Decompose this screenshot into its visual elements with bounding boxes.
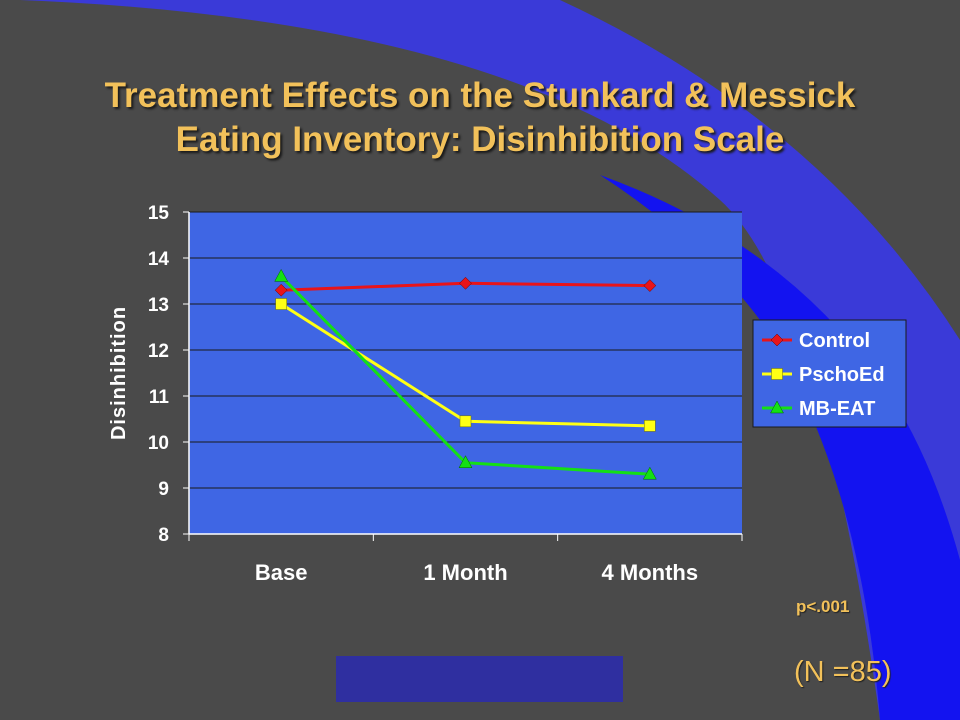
data-point	[458, 455, 473, 468]
series-layer	[274, 268, 657, 480]
data-point	[274, 283, 288, 297]
legend-swatch-marker	[770, 400, 784, 414]
legend-swatch-marker	[771, 368, 783, 380]
sample-size-note: (N =85)	[794, 656, 892, 688]
y-tick-label: 14	[148, 249, 170, 270]
y-tick-label: 13	[148, 295, 169, 316]
y-tick-label: 15	[148, 203, 170, 224]
y-tick-label: 9	[158, 479, 169, 500]
data-point	[275, 298, 287, 310]
legend-label: PschoEd	[799, 364, 885, 386]
data-point	[643, 279, 657, 292]
legend-swatch-marker	[770, 333, 784, 347]
y-tick-label: 11	[149, 387, 170, 408]
slide-title: Treatment Effects on the Stunkard & Mess…	[40, 74, 920, 162]
data-point	[642, 466, 657, 480]
background-swoosh-inner	[600, 175, 960, 720]
series-mb-eat	[274, 268, 657, 480]
x-tick-label: 4 Months	[602, 560, 699, 585]
y-tick-labels: 8 9 10 11 12 13 14 15	[148, 203, 189, 546]
series-pschoed	[275, 298, 656, 432]
y-tick-label: 12	[148, 341, 169, 362]
plot-area	[189, 212, 742, 534]
footer-box	[336, 656, 623, 702]
y-tick-label: 10	[148, 433, 169, 454]
p-value-note: p<.001	[796, 597, 850, 616]
background-swoosh-outer	[20, 0, 960, 720]
title-line-2: Eating Inventory: Disinhibition Scale	[175, 120, 785, 159]
y-tick-label: 8	[158, 525, 169, 546]
data-point	[459, 276, 472, 290]
background-swoosh-cut	[560, 0, 960, 340]
legend-label: MB-EAT	[799, 398, 875, 420]
series-control	[274, 276, 657, 297]
axes	[188, 212, 742, 535]
y-axis-label: Disinhibition	[108, 306, 130, 440]
title-line-1: Treatment Effects on the Stunkard & Mess…	[104, 76, 856, 115]
legend-label: Control	[799, 330, 870, 352]
legend: Control PschoEd MB-EAT	[752, 319, 907, 428]
x-tick-label: Base	[255, 560, 308, 585]
data-point	[459, 415, 472, 428]
x-tick-label: 1 Month	[423, 560, 507, 585]
x-tick-labels: Base 1 Month 4 Months	[188, 534, 743, 585]
data-point	[644, 420, 656, 432]
data-point	[274, 268, 289, 282]
